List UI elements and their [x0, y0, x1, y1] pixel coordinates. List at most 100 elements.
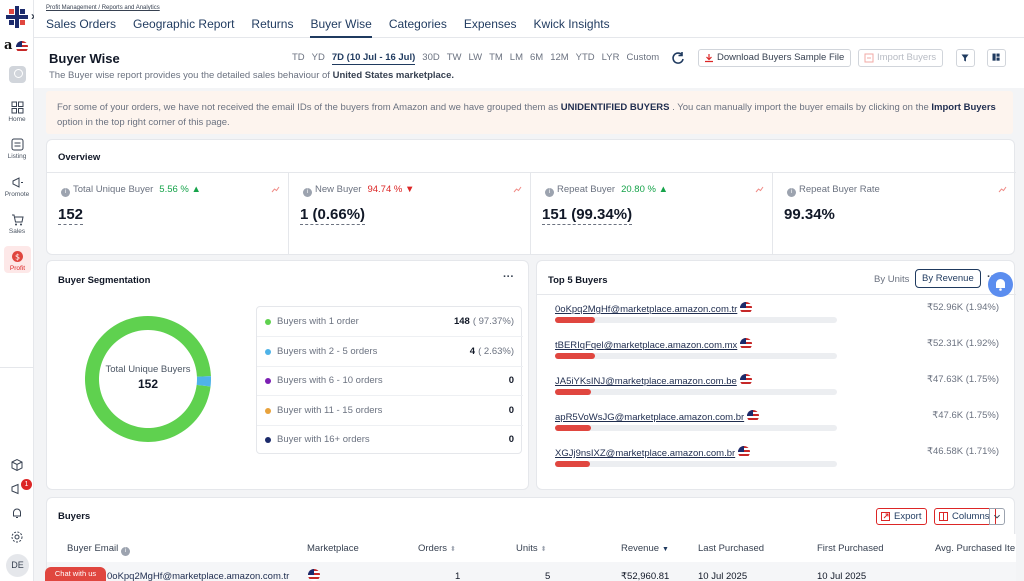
- nav-promote[interactable]: Promote: [0, 176, 34, 198]
- table-row[interactable]: 0oKpq2MgHf@marketplace.amazon.com.tr 1 5…: [47, 562, 1016, 581]
- by-units-toggle[interactable]: By Units: [874, 274, 910, 285]
- by-revenue-toggle[interactable]: By Revenue: [915, 269, 981, 288]
- col-avg-purchased[interactable]: Avg. Purchased Ite: [935, 543, 1016, 554]
- trend-chart-icon[interactable]: [271, 185, 280, 194]
- info-icon[interactable]: i: [787, 188, 796, 197]
- donut-center-label: Total Unique Buyers: [105, 364, 191, 375]
- segment-dot-icon: [265, 437, 271, 444]
- nav-sales[interactable]: Sales: [0, 213, 34, 235]
- row-email[interactable]: 0oKpq2MgHf@marketplace.amazon.com.tr: [107, 571, 290, 581]
- layout-toggle-button[interactable]: [987, 49, 1006, 67]
- amazon-icon[interactable]: a: [4, 38, 13, 53]
- metric-label-text: Repeat Buyer Rate: [799, 184, 880, 195]
- donut-slice[interactable]: [196, 376, 211, 387]
- svg-text:$: $: [15, 253, 20, 262]
- dollar-icon: $: [12, 251, 23, 262]
- listing-icon: [11, 138, 23, 151]
- col-units[interactable]: Units ⬍: [516, 543, 547, 554]
- col-last-purchased[interactable]: Last Purchased: [698, 543, 765, 554]
- metric-value[interactable]: 152: [58, 206, 84, 225]
- top-buyer-email-text[interactable]: JA5iYKsINJ@marketplace.amazon.com.be: [555, 376, 737, 387]
- date-range-option[interactable]: 6M: [529, 52, 544, 63]
- segment-row[interactable]: Buyer with 11 - 15 orders 0: [257, 396, 523, 426]
- app-logo-icon[interactable]: [6, 6, 28, 28]
- date-range-option[interactable]: TM: [489, 52, 503, 63]
- announcement-icon[interactable]: [10, 482, 24, 496]
- date-range-option[interactable]: TW: [446, 52, 462, 63]
- date-range-option[interactable]: TD: [292, 52, 305, 63]
- subtitle-text: The Buyer wise report provides you the d…: [49, 70, 330, 81]
- columns-dropdown[interactable]: [989, 508, 1005, 525]
- top-buyer-email-text[interactable]: apR5VoWsJG@marketplace.amazon.com.br: [555, 412, 745, 423]
- date-range-option[interactable]: 30D: [422, 52, 440, 63]
- col-buyer-email[interactable]: Buyer Email i: [67, 543, 133, 556]
- date-range-option[interactable]: 12M: [550, 52, 569, 63]
- date-range-option[interactable]: YTD: [575, 52, 595, 63]
- segment-row[interactable]: Buyers with 2 - 5 orders 4( 2.63%): [257, 337, 523, 367]
- bell-icon[interactable]: [10, 506, 24, 520]
- top-buyer-revenue: ₹52.31K (1.92%): [926, 338, 999, 349]
- segment-row[interactable]: Buyers with 6 - 10 orders 0: [257, 366, 523, 397]
- metric-value[interactable]: 151 (99.34%): [542, 206, 633, 225]
- info-icon[interactable]: i: [61, 188, 70, 197]
- top-buyer-email[interactable]: 0oKpq2MgHf@marketplace.amazon.com.tr: [555, 302, 753, 315]
- date-range-option[interactable]: LYR: [601, 52, 620, 63]
- metric-value[interactable]: 1 (0.66%): [300, 206, 366, 225]
- user-profile-icon[interactable]: [9, 66, 26, 83]
- col-revenue[interactable]: Revenue ▼: [621, 543, 669, 554]
- top-buyer-email-text[interactable]: XGJj9nsIXZ@marketplace.amazon.com.br: [555, 448, 736, 459]
- columns-button[interactable]: Columns: [934, 508, 996, 525]
- metric-label: i New Buyer 94.74 % ▼: [303, 184, 414, 197]
- download-sample-button[interactable]: Download Buyers Sample File: [698, 49, 852, 67]
- segment-row[interactable]: Buyer with 16+ orders 0: [257, 425, 523, 455]
- floating-bell-button[interactable]: [988, 272, 1013, 297]
- col-marketplace[interactable]: Marketplace: [307, 543, 359, 554]
- tab-geographic-report[interactable]: Geographic Report: [133, 17, 235, 31]
- segment-dot-icon: [265, 348, 271, 355]
- trend-chart-icon[interactable]: [513, 185, 522, 194]
- segment-row[interactable]: Buyers with 1 order 148( 97.37%): [257, 307, 523, 337]
- date-range-option[interactable]: LW: [468, 52, 483, 63]
- top-buyer-email[interactable]: tBERIqFqel@marketplace.amazon.com.mx: [555, 338, 753, 351]
- refresh-button[interactable]: [669, 49, 688, 67]
- avatar[interactable]: DE: [6, 554, 29, 577]
- chevron-down-icon: [994, 514, 1000, 519]
- import-buyers-button[interactable]: Import Buyers: [858, 49, 944, 67]
- col-orders[interactable]: Orders ⬍: [418, 543, 456, 554]
- breadcrumb[interactable]: Profit Management / Reports and Analytic…: [46, 5, 160, 11]
- top-buyer-email-text[interactable]: tBERIqFqel@marketplace.amazon.com.mx: [555, 340, 738, 351]
- box-icon[interactable]: [10, 458, 24, 472]
- date-range-option[interactable]: Custom: [626, 52, 660, 63]
- export-button[interactable]: Export: [876, 508, 928, 525]
- gear-icon[interactable]: [10, 530, 24, 544]
- nav-listing[interactable]: Listing: [0, 138, 34, 160]
- nav-home[interactable]: Home: [0, 101, 34, 123]
- date-range-option[interactable]: 7D (10 Jul - 16 Jul): [331, 52, 416, 65]
- segmentation-more-icon[interactable]: ···: [503, 271, 514, 283]
- notice-highlight-import[interactable]: Import Buyers: [931, 102, 996, 113]
- nav-profit[interactable]: $ Profit: [4, 246, 31, 273]
- top-buyer-email[interactable]: apR5VoWsJG@marketplace.amazon.com.br: [555, 410, 760, 423]
- top-buyer-email[interactable]: JA5iYKsINJ@marketplace.amazon.com.be: [555, 374, 752, 387]
- tab-returns[interactable]: Returns: [251, 17, 294, 31]
- date-range-option[interactable]: YD: [311, 52, 325, 63]
- segment-label: Buyers with 6 - 10 orders: [277, 375, 383, 387]
- segment-count-value: 0: [508, 404, 514, 416]
- tab-buyer-wise[interactable]: Buyer Wise: [310, 17, 372, 38]
- tab-categories[interactable]: Categories: [388, 17, 447, 31]
- tab-expenses[interactable]: Expenses: [463, 17, 517, 31]
- top-buyer-email[interactable]: XGJj9nsIXZ@marketplace.amazon.com.br: [555, 446, 751, 459]
- info-icon[interactable]: i: [303, 188, 312, 197]
- trend-chart-icon[interactable]: [755, 185, 764, 194]
- tab-kwick-insights[interactable]: Kwick Insights: [533, 17, 610, 31]
- metric-label: i Repeat Buyer 20.80 % ▲: [545, 184, 668, 197]
- trend-chart-icon[interactable]: [998, 185, 1007, 194]
- info-icon[interactable]: i: [545, 188, 554, 197]
- col-first-purchased[interactable]: First Purchased: [817, 543, 884, 554]
- tab-sales-orders[interactable]: Sales Orders: [46, 17, 117, 31]
- segment-dot-icon: [265, 407, 271, 414]
- top-buyer-email-text[interactable]: 0oKpq2MgHf@marketplace.amazon.com.tr: [555, 304, 738, 315]
- date-range-option[interactable]: LM: [509, 52, 523, 63]
- filter-button[interactable]: [956, 49, 975, 67]
- chat-with-us-button[interactable]: Chat with us: [45, 567, 106, 581]
